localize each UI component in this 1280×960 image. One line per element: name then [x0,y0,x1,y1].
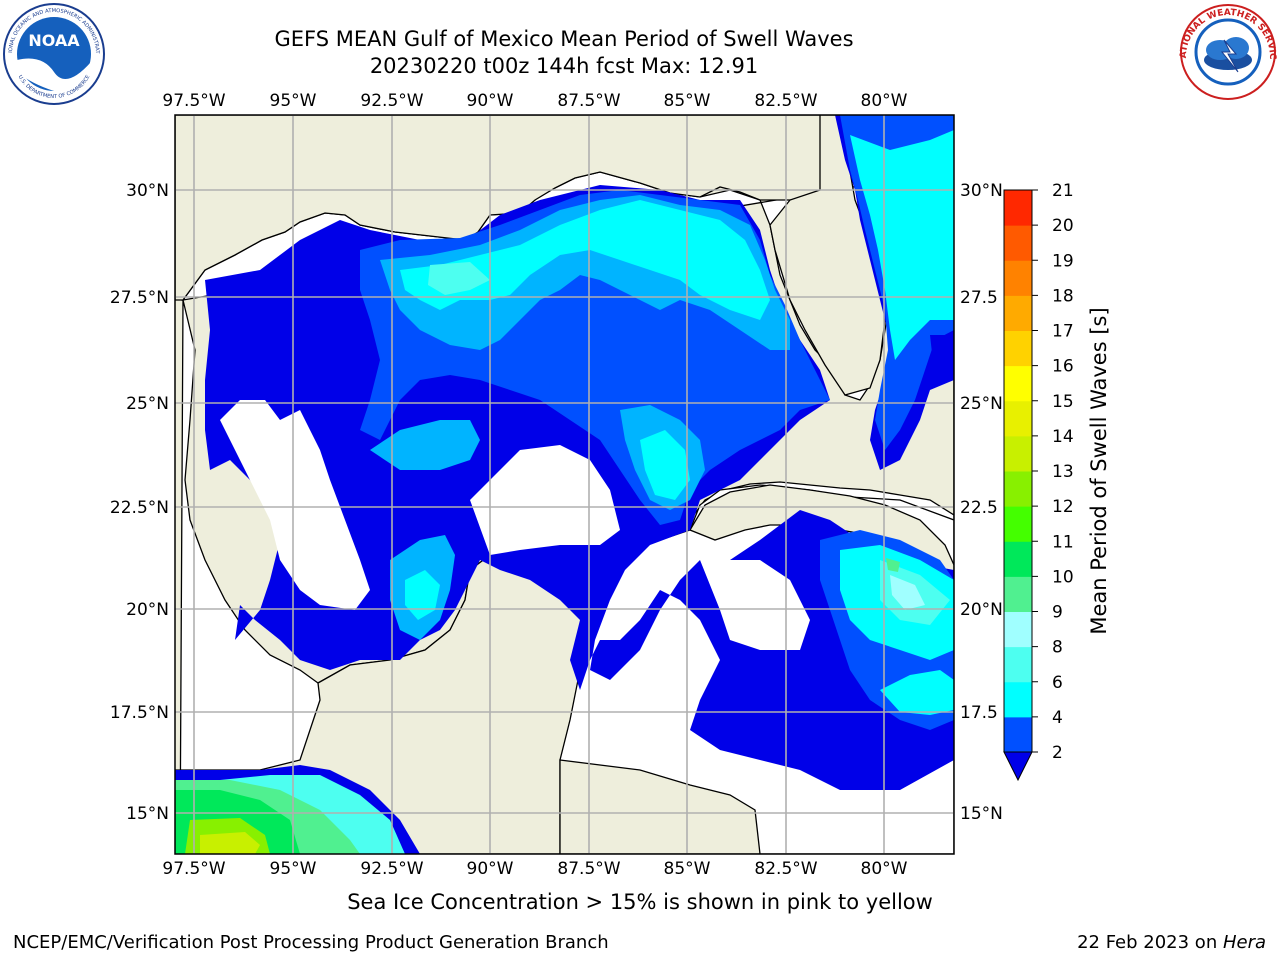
lat-ticks-right: 30°N 27.5 25°N 22.5 20°N 17.5 15°N [960,181,1003,824]
colorbar-segment [1004,576,1032,612]
lon-tick-top: 95°W [270,91,317,111]
colorbar-tick-label: 10 [1052,567,1074,587]
lat-tick-right: 22.5 [960,498,998,518]
colorbar-tick-label: 11 [1052,532,1074,552]
colorbar: 2 4 6 8 9 10 11 12 13 14 15 16 17 18 19 20 21 [1003,181,1074,782]
lon-ticks-top: 97.5°W 95°W 92.5°W 90°W 87.5°W 85°W 82.5… [162,91,907,111]
colorbar-tick-label: 9 [1052,603,1063,623]
lon-tick-top: 87.5°W [557,91,620,111]
lat-tick-right: 15°N [960,804,1003,824]
colorbar-segment [1004,541,1032,577]
colorbar-tick-label: 6 [1052,673,1063,693]
colorbar-segment [1004,506,1032,542]
colorbar-tick-label: 17 [1052,322,1074,342]
sea-ice-caption: Sea Ice Concentration > 15% is shown in … [347,890,933,914]
colorbar-tick-label: 21 [1052,181,1074,201]
lon-tick-bottom: 92.5°W [360,859,423,879]
lon-tick-top: 85°W [664,91,711,111]
lon-tick-bottom: 87.5°W [557,859,620,879]
lat-tick-left: 27.5°N [110,288,169,308]
lat-tick-left: 17.5°N [110,703,169,723]
colorbar-segment [1004,295,1032,331]
map-frame [174,114,955,855]
colorbar-tick-label: 2 [1052,743,1063,763]
lon-tick-top: 80°W [861,91,908,111]
lat-tick-right: 27.5 [960,288,998,308]
lat-tick-left: 15°N [126,804,169,824]
lon-tick-bottom: 90°W [467,859,514,879]
lat-tick-left: 30°N [126,181,169,201]
map-title: GEFS MEAN Gulf of Mexico Mean Period of … [274,27,854,51]
footer-date-text: 22 Feb 2023 on [1077,932,1223,953]
lon-tick-bottom: 80°W [861,859,908,879]
colorbar-segment [1004,190,1032,226]
colorbar-tick-label: 8 [1052,638,1063,658]
noaa-logo: NOAA NATIONAL OCEANIC AND ATMOSPHERIC AD… [2,2,105,105]
colorbar-segment [1004,365,1032,402]
colorbar-segment [1004,716,1032,753]
lat-tick-left: 25°N [126,394,169,414]
pacific-swell-yellow [200,832,260,854]
lon-tick-top: 82.5°W [754,91,817,111]
nws-logo: NATIONAL WEATHER SERVICE [1176,2,1277,100]
lon-ticks-bottom: 97.5°W 95°W 92.5°W 90°W 87.5°W 85°W 82.5… [162,859,907,879]
colorbar-segment [1004,681,1032,718]
graticule [175,115,954,854]
colorbar-tick-label: 20 [1052,216,1074,236]
footer-date: 22 Feb 2023 on Hera [1077,932,1266,953]
lat-ticks-left: 30°N 27.5°N 25°N 22.5°N 20°N 17.5°N 15°N [110,181,169,824]
lat-tick-left: 22.5°N [110,498,169,518]
lon-tick-top: 92.5°W [360,91,423,111]
lon-tick-top: 97.5°W [162,91,225,111]
footer-host: Hera [1222,932,1266,953]
noaa-logo-text: NOAA [28,31,80,50]
colorbar-tick-label: 15 [1052,392,1074,412]
lon-tick-bottom: 82.5°W [754,859,817,879]
central-america-land [559,759,761,854]
colorbar-tick-label: 12 [1052,497,1074,517]
colorbar-label: Mean Period of Swell Waves [s] [1087,307,1111,634]
lon-tick-bottom: 85°W [664,859,711,879]
colorbar-segment [1004,471,1032,507]
lat-tick-right: 30°N [960,181,1003,201]
lat-tick-left: 20°N [126,600,169,620]
colorbar-segment [1004,400,1032,437]
lat-tick-right: 17.5 [960,703,998,723]
lon-tick-bottom: 95°W [270,859,317,879]
colorbar-segment [1004,330,1032,367]
colorbar-tick-label: 14 [1052,427,1074,447]
lat-tick-right: 20°N [960,600,1003,620]
colorbar-segment [1004,435,1032,472]
lat-tick-right: 25°N [960,394,1003,414]
colorbar-extend-triangle [1003,751,1033,782]
lon-tick-bottom: 97.5°W [162,859,225,879]
colorbar-segment [1004,611,1032,648]
lon-tick-top: 90°W [467,91,514,111]
colorbar-tick-label: 18 [1052,286,1074,306]
colorbar-segment [1004,225,1032,261]
colorbar-segment [1004,260,1032,296]
colorbar-tick-label: 19 [1052,251,1074,271]
colorbar-segment [1004,646,1032,683]
footer-branch: NCEP/EMC/Verification Post Processing Pr… [13,932,609,953]
forecast-subtitle: 20230220 t00z 144h fcst Max: 12.91 [369,54,759,78]
colorbar-tick-label: 4 [1052,708,1063,728]
colorbar-tick-label: 16 [1052,357,1074,377]
colorbar-tick-label: 13 [1052,462,1074,482]
